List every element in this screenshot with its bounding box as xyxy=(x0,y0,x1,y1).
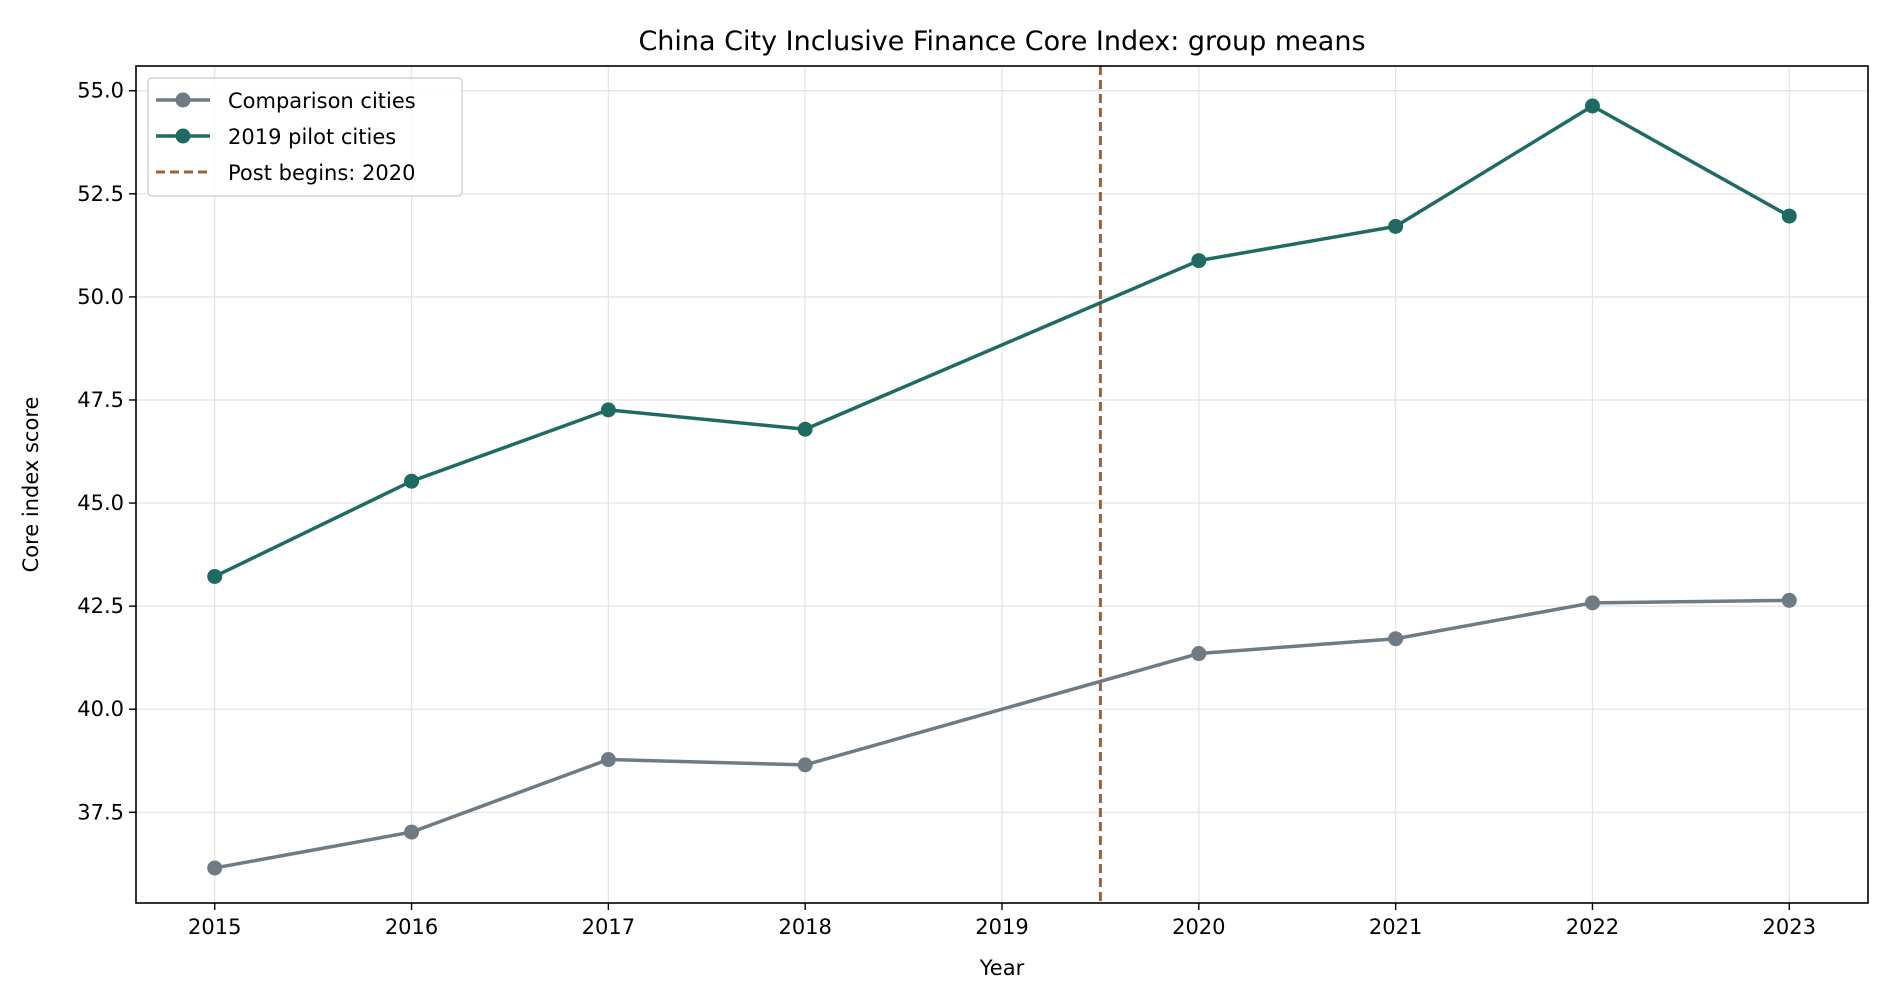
x-tick-label: 2023 xyxy=(1763,915,1816,939)
series-line xyxy=(214,598,1790,870)
x-tick-label: 2017 xyxy=(582,915,635,939)
x-tick-label: 2018 xyxy=(778,915,831,939)
chart-title: China City Inclusive Finance Core Index:… xyxy=(638,26,1365,57)
data-point xyxy=(1584,595,1600,611)
data-point xyxy=(1191,253,1207,269)
x-tick-label: 2021 xyxy=(1369,915,1422,939)
series-comparison-cities xyxy=(207,592,1797,876)
y-tick-label: 52.5 xyxy=(77,182,124,206)
legend-marker xyxy=(175,92,191,108)
data-point xyxy=(1781,208,1797,224)
data-point xyxy=(797,757,813,773)
data-point xyxy=(207,860,223,876)
y-tick-label: 42.5 xyxy=(77,594,124,618)
legend-label: Post begins: 2020 xyxy=(228,161,415,185)
y-tick-label: 45.0 xyxy=(77,491,124,515)
data-point xyxy=(600,752,616,768)
y-axis-label: Core index score xyxy=(19,397,43,573)
x-tick-label: 2022 xyxy=(1566,915,1619,939)
legend-label: Comparison cities xyxy=(228,89,416,113)
x-tick-label: 2020 xyxy=(1172,915,1225,939)
data-point xyxy=(1191,646,1207,662)
x-tick-label: 2019 xyxy=(975,915,1028,939)
legend-box xyxy=(147,77,463,197)
series-line xyxy=(213,104,1791,579)
data-point xyxy=(207,568,223,584)
y-axis: 37.5 40.0 42.5 45.0 47.5 50.0 52.5 55.0 xyxy=(77,79,136,824)
legend-marker xyxy=(175,128,191,144)
data-point xyxy=(1781,592,1797,608)
y-tick-label: 50.0 xyxy=(77,285,124,309)
data-point xyxy=(1388,631,1404,647)
x-tick-label: 2016 xyxy=(385,915,438,939)
data-point xyxy=(1584,98,1600,114)
data-point xyxy=(1388,218,1404,234)
data-point xyxy=(797,421,813,437)
y-tick-label: 37.5 xyxy=(77,800,124,824)
legend-label: 2019 pilot cities xyxy=(228,125,396,149)
series-layer xyxy=(207,98,1797,876)
data-point xyxy=(404,824,420,840)
y-tick-label: 47.5 xyxy=(77,388,124,412)
data-point xyxy=(404,473,420,489)
data-point xyxy=(600,402,616,418)
x-axis: 2015 2016 2017 2018 2019 2020 2021 2022 2023 xyxy=(188,903,1816,939)
y-tick-label: 55.0 xyxy=(77,79,124,103)
legend: Comparison cities 2019 pilot cities Post b… xyxy=(147,77,463,197)
x-tick-label: 2015 xyxy=(188,915,241,939)
x-axis-label: Year xyxy=(979,956,1025,980)
series-pilot-cities xyxy=(207,98,1797,584)
y-tick-label: 40.0 xyxy=(77,697,124,721)
